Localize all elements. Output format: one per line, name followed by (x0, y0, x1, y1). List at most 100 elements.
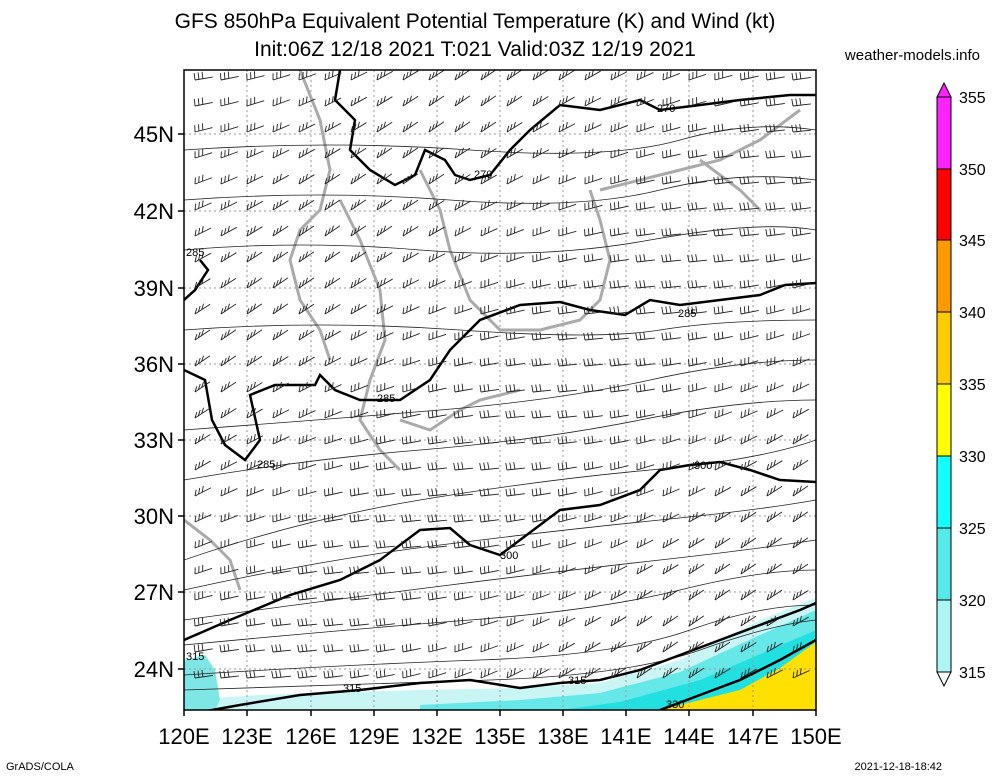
wind-barb-flag (691, 617, 695, 624)
axis-ticks (178, 133, 817, 716)
wind-barb (714, 537, 731, 549)
wind-barb-flag (332, 408, 334, 416)
wind-barb-flag (747, 459, 750, 467)
wind-barb (194, 152, 213, 159)
wind-barb (636, 206, 655, 211)
wind-barb (402, 493, 421, 497)
wind-barb-flag (458, 201, 461, 209)
wind-barb-flag (639, 280, 642, 288)
wind-barb-flag (435, 488, 438, 496)
wind-barb-flag (536, 617, 538, 625)
wind-barb-flag (666, 513, 669, 521)
wind-barb-flag (509, 97, 513, 104)
wind-barb-flag (350, 281, 354, 289)
wind-barb-flag (380, 279, 383, 287)
wind-barb-flag (510, 175, 513, 183)
wind-barb-flag (773, 176, 776, 184)
wind-barb-flag (488, 252, 490, 260)
wind-barb-flag (323, 592, 326, 601)
wind-barb-flag (688, 567, 692, 575)
wind-barb-flag (635, 280, 638, 289)
wind-barb-flag (276, 175, 279, 183)
wind-barb-flag (331, 644, 334, 652)
wind-barb-flag (640, 513, 642, 521)
wind-barb-flag (405, 514, 408, 522)
wind-barb (428, 571, 447, 575)
wind-barb-flag (350, 125, 354, 133)
wind-barb-flag (484, 201, 487, 209)
wind-barb-flag (197, 409, 201, 416)
wind-barb (402, 252, 419, 263)
wind-barb-flag (791, 150, 794, 159)
wind-barb-flag (197, 670, 200, 678)
wind-barb-flag (613, 643, 617, 650)
wind-barb (584, 667, 601, 679)
wind-barb-flag (714, 620, 718, 627)
wind-barb-flag (513, 95, 516, 102)
wind-barb (220, 649, 239, 653)
wind-barb-flag (301, 644, 304, 652)
wind-barb-flag (301, 331, 305, 339)
wind-barb-flag (666, 71, 668, 79)
wind-barb-flag (435, 591, 438, 599)
wind-barb-flag (487, 383, 490, 391)
wind-barb-flag (721, 485, 724, 493)
wind-barb-flag (197, 279, 201, 287)
wind-barb-flag (695, 149, 698, 157)
wind-barb-flag (610, 645, 614, 653)
wind-barb-flag (305, 592, 308, 600)
wind-barb-flag (721, 615, 724, 622)
wind-barb-flag (747, 434, 750, 441)
wind-barb-flag (687, 151, 690, 159)
wind-barb-flag (275, 592, 278, 600)
wind-barb-flag (587, 306, 590, 314)
lat-label: 45N (134, 122, 174, 147)
wind-barb-flag (428, 100, 432, 107)
wind-barb-flag (661, 177, 664, 185)
wind-barb (480, 201, 498, 211)
wind-barb-flag (505, 359, 508, 367)
wind-barb-flag (271, 593, 274, 601)
wind-barb-flag (665, 643, 669, 650)
wind-barb (350, 147, 367, 159)
colorbar-label: 350 (959, 162, 986, 179)
wind-barb (558, 337, 577, 341)
wind-barb-flag (350, 359, 353, 367)
wind-barb-flag (665, 591, 669, 598)
wind-barb (246, 382, 263, 393)
wind-barb-flag (376, 230, 380, 237)
wind-barb-flag (323, 670, 326, 679)
wind-barb (688, 462, 706, 471)
wind-barb-flag (479, 567, 482, 575)
wind-barb-flag (766, 489, 770, 497)
wind-barb (220, 126, 239, 133)
wind-barb-flag (301, 253, 305, 260)
wind-barb-flag (695, 175, 698, 183)
wind-barb-flag (194, 360, 198, 367)
wind-barb-flag (353, 123, 357, 131)
wind-barb-flag (666, 539, 669, 547)
wind-barb (272, 516, 291, 523)
wind-barb (324, 518, 343, 523)
wind-barb-flag (201, 303, 204, 310)
wind-barb-flag (435, 409, 438, 417)
wind-barb-flag (253, 460, 256, 467)
wind-barb (558, 491, 577, 497)
wind-barb (740, 615, 757, 627)
wind-barb (506, 669, 524, 679)
wind-barb-flag (609, 358, 612, 367)
wind-barb-flag (662, 646, 666, 653)
wind-barb-flag (194, 489, 197, 497)
wind-barb-flag (331, 121, 334, 129)
wind-barb-flag (558, 671, 562, 679)
wind-barb-flag (717, 306, 720, 314)
wind-barb-flag (301, 279, 305, 286)
wind-barb (480, 670, 498, 679)
wind-barb-flag (250, 487, 252, 495)
wind-barb-flag (431, 97, 435, 104)
wind-barb-flag (792, 619, 795, 627)
wind-barb-flag (661, 254, 664, 263)
wind-barb-flag (721, 667, 724, 674)
wind-barb-flag (766, 437, 769, 445)
wind-barb-flag (223, 618, 226, 626)
